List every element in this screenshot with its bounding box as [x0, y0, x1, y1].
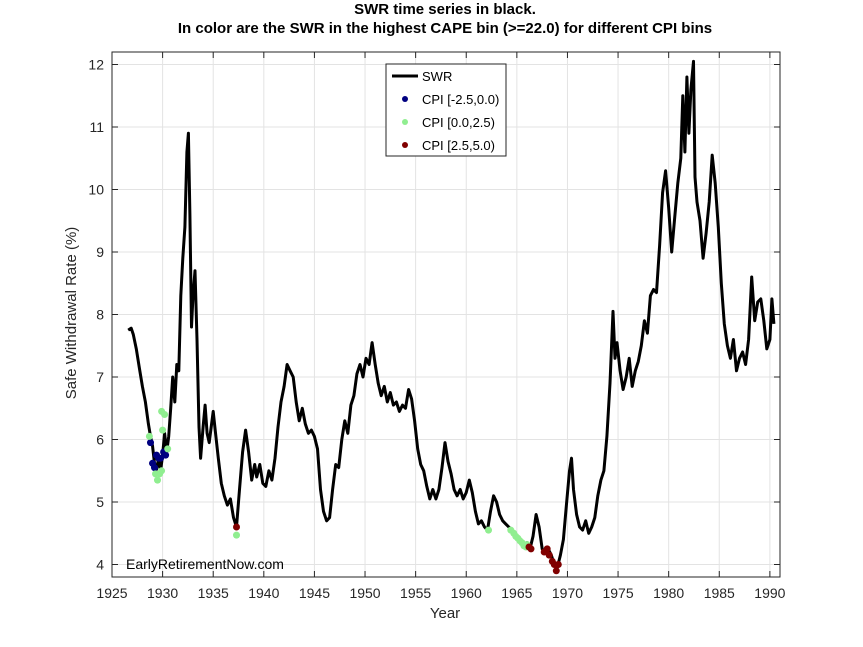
legend-box [385, 63, 507, 157]
legend-swatch-cpi-2-5-5-0 [402, 142, 408, 148]
legend-swatch-cpi-0-0-2-5 [402, 119, 408, 125]
x-tick-label: 1975 [602, 585, 633, 601]
series-points-cpi-0-0-2-5 [145, 407, 531, 551]
data-point-cpi-0-0-2-5 [161, 411, 169, 418]
y-tick-label: 12 [88, 57, 104, 73]
chart-title-group: SWR time series in black. In color are t… [178, 1, 712, 37]
data-point-cpi-2-5-0-0 [151, 464, 158, 472]
data-point-cpi-2-5-5-0 [554, 561, 562, 568]
series-points-cpi-2-5-0-0 [147, 439, 170, 472]
watermark-annotation: EarlyRetirementNow.com [126, 556, 284, 572]
y-axis-label: Safe Withdrawal Rate (%) [63, 227, 80, 400]
y-tick-label: 10 [88, 182, 104, 198]
data-point-cpi-0-0-2-5 [164, 445, 172, 453]
chart-title: SWR time series in black. [354, 1, 536, 18]
y-tick-label: 5 [96, 494, 104, 510]
legend-label-cpi-2-5-5-0: CPI [2.5,5.0) [422, 138, 495, 153]
data-point-cpi-0-0-2-5 [159, 426, 167, 434]
legend-label-cpi-0-0-2-5: CPI [0.0,2.5) [422, 115, 495, 130]
series-line-swr [127, 59, 776, 570]
x-tick-label: 1955 [400, 585, 431, 601]
x-axis-label: Year [430, 605, 460, 622]
axes: 1925 1930 1935 1940 1945 1950 1955 1960 1965 1970… [88, 51, 786, 601]
x-tick-label: 1990 [754, 585, 785, 601]
y-tick-label: 6 [96, 432, 104, 448]
data-point-cpi-2-5-5-0 [543, 545, 551, 553]
series-points-cpi-2-5-5-0 [233, 523, 562, 575]
data-point-cpi-0-0-2-5 [485, 526, 492, 534]
x-tick-label: 1985 [704, 585, 735, 601]
data-point-cpi-2-5-5-0 [233, 523, 240, 531]
x-tick-label: 1980 [653, 585, 684, 601]
x-tick-label: 1945 [299, 585, 330, 601]
data-point-cpi-2-5-0-0 [162, 451, 170, 459]
x-tick-label: 1970 [552, 585, 583, 601]
x-tick-label: 1950 [349, 585, 380, 601]
plot-area [127, 59, 776, 575]
data-point-cpi-0-0-2-5 [145, 432, 153, 440]
legend-label-swr: SWR [422, 69, 452, 84]
y-tick-label: 11 [89, 119, 104, 135]
x-tick-label: 1940 [248, 585, 279, 601]
data-point-cpi-0-0-2-5 [158, 467, 166, 475]
x-tick-label: 1965 [501, 585, 532, 601]
x-tick-label: 1935 [198, 585, 229, 601]
legend-label-cpi-2-5-0-0: CPI [-2.5,0.0) [422, 92, 499, 107]
chart-subtitle: In color are the SWR in the highest CAPE… [178, 20, 712, 37]
y-tick-label: 8 [96, 307, 104, 323]
data-point-cpi-2-5-0-0 [157, 454, 165, 462]
data-point-cpi-0-0-2-5 [233, 531, 240, 539]
legend-swatch-cpi-2-5-0-0 [402, 96, 408, 102]
x-tick-label: 1960 [451, 585, 482, 601]
data-point-cpi-2-5-5-0 [552, 567, 560, 575]
y-tick-label: 4 [96, 557, 104, 573]
data-point-cpi-2-5-5-0 [545, 551, 553, 559]
data-point-cpi-2-5-0-0 [147, 439, 154, 447]
y-tick-label: 9 [96, 244, 104, 260]
x-tick-label: 1930 [147, 585, 178, 601]
data-point-cpi-2-5-5-0 [527, 545, 535, 553]
legend: SWR CPI [-2.5,0.0) CPI [0.0,2.5) CPI [2.5,5… [385, 63, 507, 157]
y-tick-label: 7 [96, 369, 104, 385]
x-tick-label: 1925 [96, 585, 127, 601]
data-point-cpi-0-0-2-5 [154, 476, 161, 484]
